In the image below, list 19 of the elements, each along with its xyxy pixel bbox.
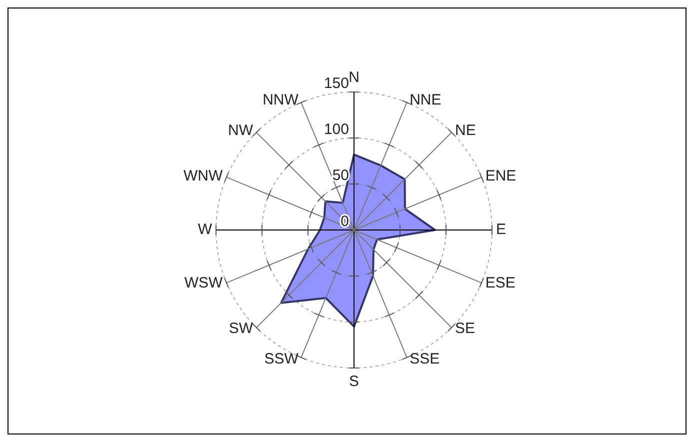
spoke-label: N (348, 68, 360, 86)
y-tick-label: 150 (324, 74, 349, 92)
spoke-label: SW (228, 320, 254, 337)
spoke-label: SSW (264, 350, 300, 368)
spoke-label: SE (454, 320, 476, 337)
spoke-label: S (348, 372, 360, 390)
y-tick-label: 50 (332, 166, 349, 184)
spoke-label: NW (228, 122, 254, 139)
spoke-label: NE (454, 122, 476, 139)
spoke-label: WNW (184, 167, 224, 184)
spoke-label: ENE (485, 167, 516, 184)
y-tick-label: 100 (324, 120, 349, 138)
spoke-label: SSE (410, 350, 440, 368)
spoke-label: NNW (262, 92, 300, 109)
spoke-label: NNE (410, 92, 442, 109)
spoke-label: E (496, 220, 506, 238)
spoke-label: ESE (485, 274, 516, 292)
spoke-label: WSW (184, 274, 224, 292)
spoke-label: W (198, 220, 213, 238)
